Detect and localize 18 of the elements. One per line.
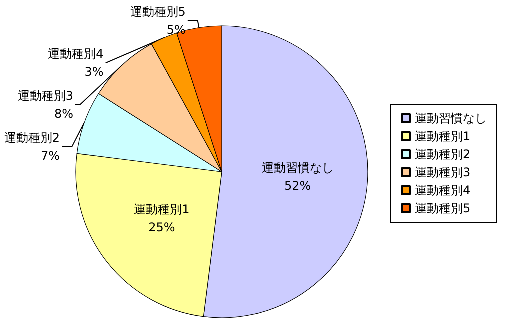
data-label: 7% <box>41 149 60 163</box>
data-label: 5% <box>166 23 186 37</box>
legend-label: 運動種別1 <box>415 130 471 144</box>
legend-label: 運動種別4 <box>415 184 471 198</box>
data-label: 8% <box>54 107 74 121</box>
slice-label: 運動種別4 <box>48 47 104 61</box>
slice-label: 運動習慣なし <box>262 160 334 175</box>
legend-label: 運動種別2 <box>415 148 471 162</box>
slice-label: 運動種別5 <box>130 5 186 19</box>
data-label: 25% <box>148 220 176 235</box>
data-label: 3% <box>84 65 104 79</box>
legend-label: 運動習慣なし <box>415 112 487 126</box>
slice-label: 運動種別2 <box>4 131 60 145</box>
legend-label: 運動種別3 <box>415 166 471 180</box>
slice-label: 運動種別3 <box>18 89 74 103</box>
slice-label: 運動種別1 <box>134 202 190 217</box>
legend-label: 運動種別5 <box>415 202 471 216</box>
data-label: 52% <box>284 178 312 193</box>
